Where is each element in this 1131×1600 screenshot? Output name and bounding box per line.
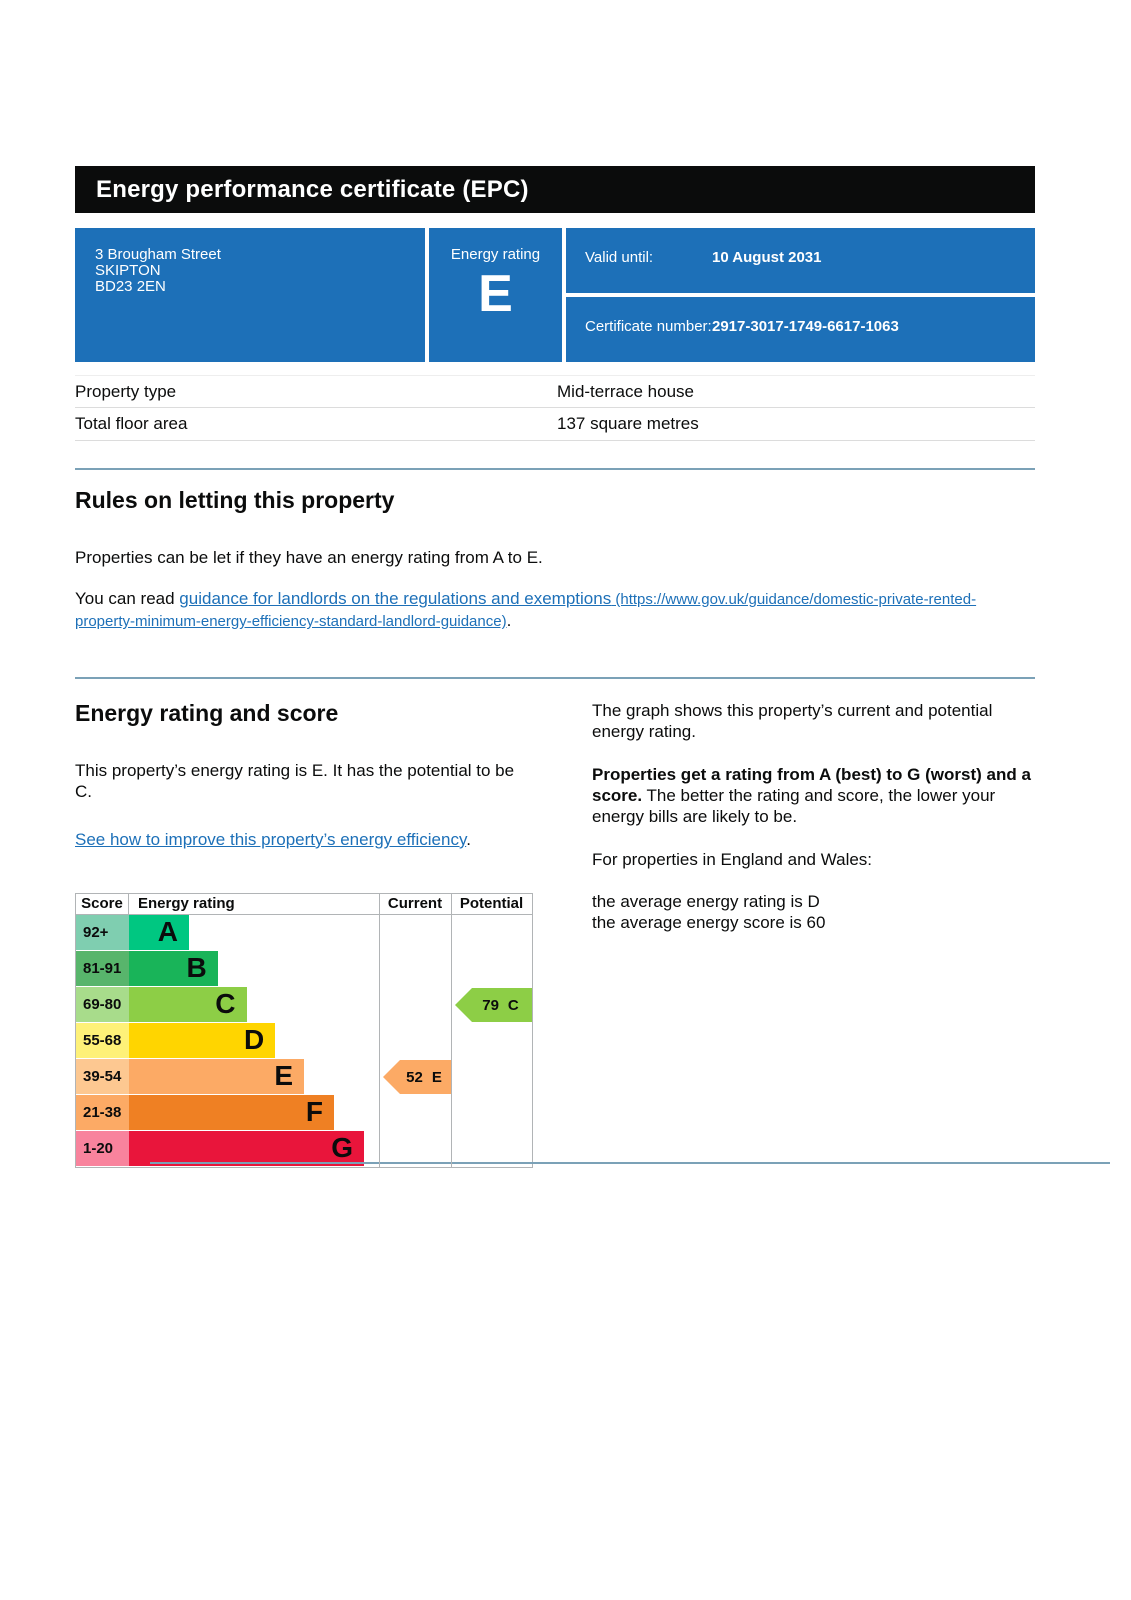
property-detail-row: Total floor area 137 square metres [75,408,1035,441]
band-score-range: 69-80 [76,987,129,1022]
rating-explanation-rest: The better the rating and score, the low… [592,786,996,826]
band-bar-c: C [129,987,247,1022]
rating-summary-text: This property’s energy rating is E. It h… [75,761,515,801]
epc-band-row-d: 55-68 D [76,1023,532,1059]
potential-letter: C [507,996,519,1014]
epc-band-row-g: 1-20 G [76,1131,532,1167]
energy-rating-label: Energy rating [450,246,541,263]
band-score-range: 21-38 [76,1095,129,1130]
detail-label: Property type [75,381,177,401]
average-score-stat: the average energy score is 60 [592,913,826,932]
page-title: Energy performance certificate (EPC) [96,175,529,203]
epc-band-row-b: 81-91 B [76,951,532,987]
property-detail-row: Property type Mid-terrace house [75,375,1035,408]
band-score-range: 81-91 [76,951,129,986]
graph-description: The graph shows this property’s current … [592,701,993,741]
section-divider [75,468,1035,470]
section-divider [75,677,1035,679]
band-bar-b: B [129,951,218,986]
band-score-range: 39-54 [76,1059,129,1094]
certificate-meta: Valid until: 10 August 2031 Certificate … [566,228,1035,362]
rating-left-column: Energy rating and score This property’s … [75,700,533,1168]
potential-score: 79 [482,996,499,1014]
potential-rating-arrow: 79 C [455,988,532,1022]
improve-paragraph: See how to improve this property’s energ… [75,830,518,850]
current-column-header: Current [387,895,443,912]
address-line: BD23 2EN [95,278,166,295]
property-details-table: Property type Mid-terrace house Total fl… [75,375,1035,441]
landlord-guidance-link-url: (https://www.gov.uk/guidance/domestic-pr… [75,591,977,630]
epc-chart-header: Score Energy rating Current Potential [76,894,532,915]
current-column-divider [379,894,380,1167]
rating-explanation: Properties get a rating from A (best) to… [592,764,1035,827]
potential-column-header: Potential [459,895,524,912]
certificate-number-label: Certificate number: [585,318,712,335]
property-address: 3 Brougham Street SKIPTON BD23 2EN [75,228,425,362]
rating-right-column: The graph shows this property’s current … [592,700,1035,1168]
average-stats: the average energy rating is D the avera… [592,891,1035,933]
summary-panel: 3 Brougham Street SKIPTON BD23 2EN Energ… [75,228,1035,362]
band-score-range: 1-20 [76,1131,129,1166]
energy-rating-value: E [478,265,513,323]
band-bar-f: F [129,1095,334,1130]
band-bar-a: A [129,915,189,950]
band-bar-e: E [129,1059,304,1094]
band-bar-d: D [129,1023,276,1058]
landlord-guidance-link-text: guidance for landlords on the regulation… [179,589,612,608]
rules-heading: Rules on letting this property [75,487,395,513]
epc-band-row-c: 69-80 C [76,987,532,1023]
section-divider [150,1162,1110,1164]
letting-rule-text: Properties can be let if they have an en… [75,548,543,567]
certificate-number-value: 2917-3017-1749-6617-1063 [712,318,899,335]
england-wales-note: For properties in England and Wales: [592,850,873,869]
detail-value: Mid-terrace house [557,381,695,401]
landlord-guidance-link[interactable]: guidance for landlords on the regulation… [75,589,976,630]
improve-efficiency-link[interactable]: See how to improve this property’s energ… [75,830,467,849]
potential-column-divider [451,894,452,1167]
rules-on-letting-section: Rules on letting this property Propertie… [75,487,1035,632]
detail-label: Total floor area [75,414,188,433]
band-score-range: 55-68 [76,1023,129,1058]
current-score: 52 [406,1068,423,1086]
valid-until-label: Valid until: [585,249,654,266]
rating-heading: Energy rating and score [75,700,339,726]
epc-band-row-a: 92+ A [76,915,532,951]
page-title-bar: Energy performance certificate (EPC) [75,166,1035,213]
epc-band-row-e: 39-54 E [76,1059,532,1095]
guidance-paragraph: You can read guidance for landlords on t… [75,588,1035,632]
valid-until-value: 10 August 2031 [712,249,822,266]
epc-band-row-f: 21-38 F [76,1095,532,1131]
guidance-suffix: . [506,611,512,630]
band-bar-g: G [129,1131,364,1166]
epc-rating-chart: Score Energy rating Current Potential 92… [75,893,533,1168]
detail-value: 137 square metres [557,414,699,433]
valid-until-row: Valid until: 10 August 2031 [566,228,1035,293]
improve-link-suffix: . [466,830,471,849]
energy-rating-box: Energy rating E [429,228,562,362]
guidance-prefix: You can read [75,589,180,608]
certificate-number-row: Certificate number: 2917-3017-1749-6617-… [566,297,1035,362]
average-rating-stat: the average energy rating is D [592,892,820,911]
energy-rating-column-header: Energy rating [138,895,235,912]
score-column-header: Score [76,894,129,914]
current-letter: E [431,1068,442,1086]
address-line: 3 Brougham Street [95,246,221,263]
rating-explanation-bold: Properties get a rating from A (best) to… [592,765,1031,805]
band-score-range: 92+ [76,915,129,950]
energy-rating-and-score-section: Energy rating and score This property’s … [75,700,1035,1168]
address-line: SKIPTON [95,262,161,279]
